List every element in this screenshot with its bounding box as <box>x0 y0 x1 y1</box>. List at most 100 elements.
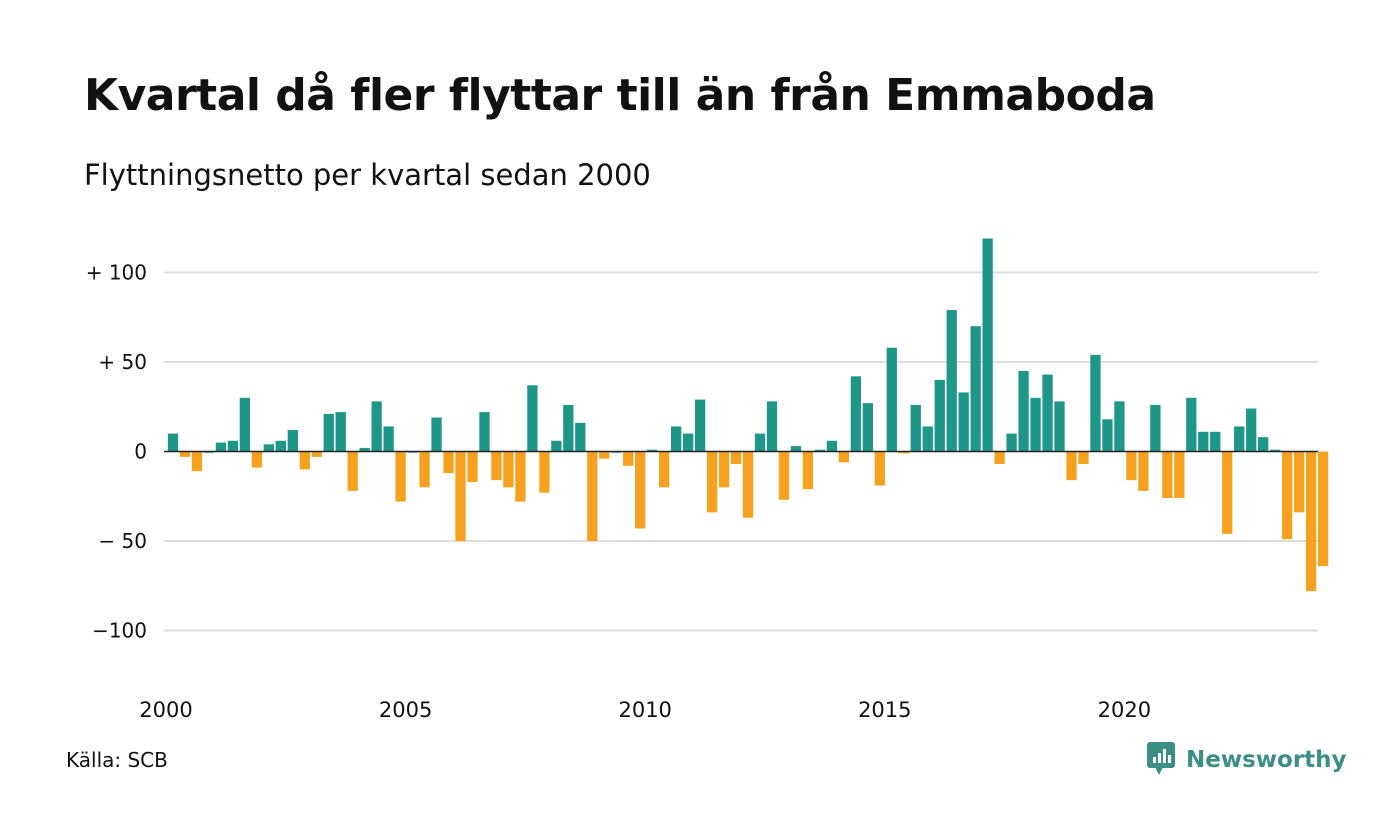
bar-2018-q1 <box>1030 397 1041 452</box>
x-tick-label: 2015 <box>858 698 911 722</box>
bar-2001-q3 <box>239 397 251 452</box>
bar-2001-q4 <box>251 451 263 468</box>
bar-2019-q4 <box>1114 401 1125 452</box>
bar-2023-q2 <box>1281 451 1293 540</box>
y-tick-label: − 50 <box>98 529 147 553</box>
bar-2011-q4 <box>730 451 742 465</box>
bar-2019-q1 <box>1078 451 1089 465</box>
bar-2012-q2 <box>754 433 766 452</box>
bar-2022-q3 <box>1246 408 1257 452</box>
bar-2020-q4 <box>1162 451 1173 499</box>
bar-2011-q2 <box>706 451 718 513</box>
bar-2020-q2 <box>1138 451 1149 491</box>
bar-2019-q3 <box>1102 419 1113 452</box>
bar-2022-q4 <box>1258 437 1269 452</box>
bar-2023-q4 <box>1305 451 1317 592</box>
bar-2024-q1 <box>1317 451 1329 567</box>
bar-2017-q1 <box>982 238 993 452</box>
bar-2005-q4 <box>443 451 454 473</box>
x-tick-label: 2010 <box>618 698 671 722</box>
bar-2012-q1 <box>742 451 754 518</box>
bar-2007-q1 <box>503 451 514 488</box>
bar-2008-q1 <box>551 440 562 452</box>
bar-2015-q3 <box>910 404 921 452</box>
bar-2015-q4 <box>922 426 933 452</box>
y-tick-label: −100 <box>92 619 147 643</box>
bar-2013-q4 <box>826 440 838 452</box>
chart-title: Kvartal då fler flyttar till än från Emm… <box>84 70 1156 121</box>
bar-2004-q2 <box>371 401 382 452</box>
bar-2008-q3 <box>575 422 586 452</box>
chart-subtitle: Flyttningsnetto per kvartal sedan 2000 <box>84 158 651 192</box>
bar-2006-q3 <box>479 412 490 452</box>
bar-2008-q2 <box>563 404 574 452</box>
bar-2019-q2 <box>1090 354 1101 452</box>
bar-2015-q2 <box>898 451 909 454</box>
bar-2021-q2 <box>1186 397 1197 452</box>
bar-2012-q4 <box>778 451 790 500</box>
bar-2017-q2 <box>994 451 1005 465</box>
bar-2014-q3 <box>862 403 873 452</box>
newsworthy-logo: Newsworthy <box>1146 740 1347 780</box>
x-tick-label: 2020 <box>1098 698 1151 722</box>
bar-2017-q3 <box>1006 433 1017 452</box>
bar-2017-q4 <box>1018 370 1029 452</box>
bar-2001-q2 <box>227 440 239 452</box>
bar-2005-q3 <box>431 417 442 452</box>
bar-2009-q1 <box>599 451 610 459</box>
bar-2004-q3 <box>383 426 394 452</box>
bar-2003-q2 <box>323 413 334 452</box>
bar-2015-q1 <box>886 347 897 452</box>
bar-2014-q4 <box>874 451 885 486</box>
bar-2003-q3 <box>335 412 346 452</box>
brand-name: Newsworthy <box>1186 747 1347 773</box>
bar-2003-q4 <box>347 451 358 491</box>
bar-2013-q3 <box>814 449 826 452</box>
source-note: Källa: SCB <box>66 748 168 772</box>
bar-2014-q1 <box>838 451 850 463</box>
bar-2021-q4 <box>1210 431 1221 452</box>
bar-2013-q2 <box>802 451 814 490</box>
bar-2002-q1 <box>263 444 274 452</box>
bar-2018-q3 <box>1054 401 1065 452</box>
bar-2005-q2 <box>419 451 430 488</box>
bar-2020-q3 <box>1150 404 1161 452</box>
bar-2000-q3 <box>191 451 203 472</box>
bar-2011-q1 <box>694 399 706 452</box>
bar-2022-q1 <box>1222 451 1233 534</box>
bar-2004-q1 <box>359 447 370 452</box>
bar-2002-q2 <box>275 440 286 452</box>
bar-2016-q4 <box>970 326 981 452</box>
bar-2021-q3 <box>1198 431 1209 452</box>
bar-2018-q4 <box>1066 451 1077 481</box>
bar-2011-q3 <box>718 451 730 488</box>
bar-2006-q2 <box>467 451 478 482</box>
bar-2002-q3 <box>287 430 298 452</box>
bar-2006-q1 <box>455 451 466 541</box>
bar-2016-q1 <box>934 379 945 452</box>
gridlines <box>164 271 1318 632</box>
bar-2000-q2 <box>179 451 191 457</box>
bar-2010-q4 <box>682 433 694 452</box>
bar-2006-q4 <box>491 451 502 481</box>
bar-2012-q3 <box>766 401 778 452</box>
x-tick-label: 2000 <box>139 698 192 722</box>
bar-2007-q3 <box>527 385 538 452</box>
bar-2010-q3 <box>671 426 682 452</box>
bar-2000-q1 <box>167 433 179 452</box>
bar-2022-q2 <box>1234 426 1245 452</box>
bar-2021-q1 <box>1174 451 1185 499</box>
bar-2007-q2 <box>515 451 526 502</box>
y-tick-label: + 100 <box>86 261 147 285</box>
bar-2018-q2 <box>1042 374 1053 452</box>
y-tick-label: + 50 <box>98 350 147 374</box>
bar-2009-q3 <box>623 451 634 466</box>
bar-2016-q2 <box>946 310 957 452</box>
bar-2013-q1 <box>790 446 802 452</box>
bars <box>167 238 1329 592</box>
bar-2010-q2 <box>659 451 670 488</box>
bar-2007-q4 <box>539 451 550 493</box>
bar-2004-q4 <box>395 451 406 502</box>
x-tick-label: 2005 <box>379 698 432 722</box>
